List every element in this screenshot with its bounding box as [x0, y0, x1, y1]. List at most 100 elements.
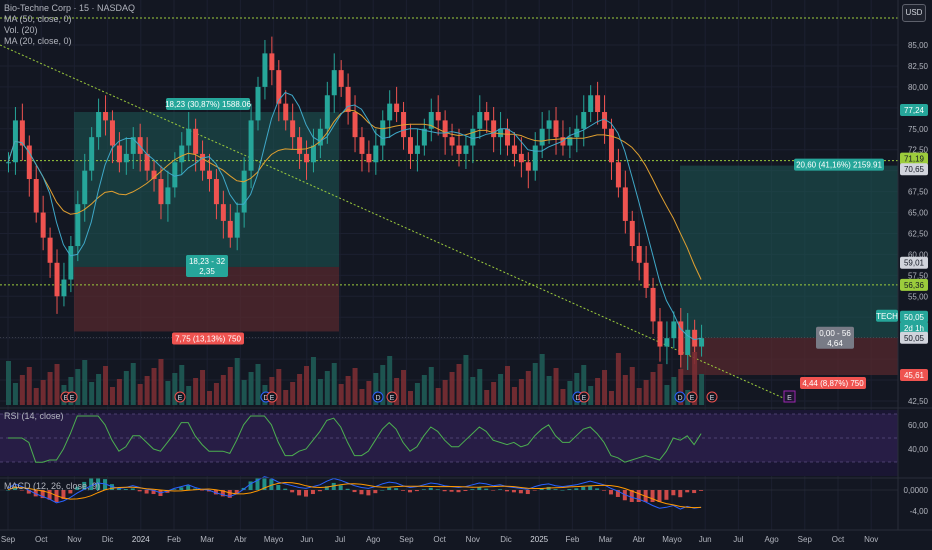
- macd-bar: [19, 490, 24, 491]
- long-position-2-stop-zone: [680, 337, 898, 376]
- macd-bar: [407, 490, 412, 493]
- candle-body: [428, 112, 434, 129]
- volume-bar: [116, 379, 122, 405]
- candle-body: [525, 162, 531, 171]
- time-axis-label: Sep: [399, 535, 414, 544]
- volume-bar: [449, 372, 455, 405]
- macd-bar: [61, 490, 66, 500]
- volume-bar: [123, 371, 129, 405]
- volume-bar: [657, 364, 663, 405]
- volume-bar: [158, 359, 164, 405]
- svg-text:18,23 (30,87%) 1588.06: 18,23 (30,87%) 1588.06: [165, 100, 251, 109]
- svg-text:TECH: TECH: [876, 312, 898, 321]
- volume-bar: [89, 382, 95, 405]
- volume-bar: [40, 380, 46, 405]
- volume-bar: [539, 354, 545, 405]
- volume-bar: [546, 376, 552, 405]
- candle-body: [581, 112, 587, 129]
- candle-body: [151, 170, 157, 180]
- time-axis-label: Nov: [864, 535, 878, 544]
- candle-body: [193, 128, 199, 154]
- volume-bar: [96, 374, 102, 405]
- candle-body: [338, 70, 344, 87]
- macd-bar: [6, 490, 10, 491]
- price-axis-label: 42,50: [908, 397, 929, 406]
- price-axis-label: 75,00: [908, 125, 929, 134]
- event-marker: E: [386, 391, 398, 403]
- legend-volume[interactable]: Vol. (20): [4, 25, 38, 35]
- macd-bar: [518, 490, 523, 494]
- time-axis-label: Sep: [798, 535, 813, 544]
- volume-bar: [283, 390, 289, 405]
- macd-bar: [33, 490, 38, 497]
- price-axis-label: 67,50: [908, 188, 929, 197]
- candle-body: [269, 53, 275, 71]
- volume-bar: [615, 353, 621, 405]
- volume-bar: [678, 369, 684, 405]
- volume-bar: [137, 384, 143, 405]
- candle-body: [262, 53, 268, 87]
- long1-info-text-2: 2,35: [199, 267, 215, 276]
- macd-bar: [297, 490, 302, 496]
- candle-body: [456, 145, 462, 154]
- rsi-pane-label[interactable]: RSI (14, close): [4, 411, 64, 421]
- macd-bar: [692, 490, 697, 494]
- long2-info-text: 0,00 - 56: [819, 329, 851, 338]
- time-axis-label: Mar: [200, 535, 214, 544]
- macd-bar: [664, 490, 669, 500]
- macd-bar: [68, 490, 73, 494]
- svg-text:E: E: [178, 395, 183, 402]
- svg-text:77,24: 77,24: [904, 106, 925, 115]
- legend-ma20[interactable]: MA (20, close, 0): [4, 36, 72, 46]
- volume-bar: [560, 389, 566, 405]
- ticker-badge: TECH: [876, 309, 898, 322]
- macd-bar: [428, 487, 433, 490]
- event-marker: D: [674, 391, 686, 403]
- currency-button[interactable]: USD: [902, 4, 926, 22]
- volume-bar: [19, 375, 25, 405]
- time-axis-label: Dic: [102, 535, 114, 544]
- price-axis-label: 65,00: [908, 209, 929, 218]
- volume-bar: [269, 377, 275, 405]
- volume-bar: [255, 364, 261, 405]
- time-axis-label: Oct: [35, 535, 48, 544]
- candle-body: [380, 120, 386, 146]
- candle-body: [394, 103, 400, 113]
- legend-ma50[interactable]: MA (50, close, 0): [4, 14, 72, 24]
- macd-bar: [227, 490, 232, 498]
- candle-body: [310, 145, 316, 163]
- candle-body: [498, 128, 504, 138]
- volume-bar: [602, 370, 608, 405]
- candle-body: [290, 120, 296, 138]
- macd-bar: [477, 487, 482, 490]
- macd-bar: [567, 489, 572, 490]
- macd-bar: [269, 479, 274, 490]
- volume-bar: [407, 391, 413, 405]
- time-axis-label: Abr: [234, 535, 247, 544]
- volume-bar: [477, 369, 483, 405]
- macd-bar: [213, 490, 218, 495]
- candle-body: [123, 153, 129, 163]
- volume-bar: [33, 388, 39, 405]
- svg-text:E: E: [270, 395, 275, 402]
- macd-bar: [608, 490, 613, 495]
- macd-bar: [116, 488, 121, 490]
- macd-bar: [532, 490, 537, 491]
- time-axis-label: Jun: [699, 535, 712, 544]
- macd-bar: [144, 490, 149, 494]
- long1-target-label: 18,23 (30,87%) 1588.06: [165, 98, 251, 111]
- legend-title[interactable]: Bio-Techne Corp · 15 · NASDAQ: [4, 3, 136, 13]
- price-badge-5005-b: 50,05: [900, 331, 928, 344]
- volume-bar: [200, 370, 206, 405]
- volume-bar: [470, 377, 476, 405]
- macd-pane-label[interactable]: MACD (12, 26, close, 9): [4, 481, 101, 491]
- macd-bar: [317, 490, 322, 492]
- candle-body: [220, 204, 226, 221]
- candle-body: [172, 162, 178, 188]
- time-axis-label: Sep: [1, 535, 16, 544]
- long2-info-bg: [816, 326, 854, 349]
- candle-body: [414, 145, 420, 154]
- macd-bar: [290, 490, 295, 493]
